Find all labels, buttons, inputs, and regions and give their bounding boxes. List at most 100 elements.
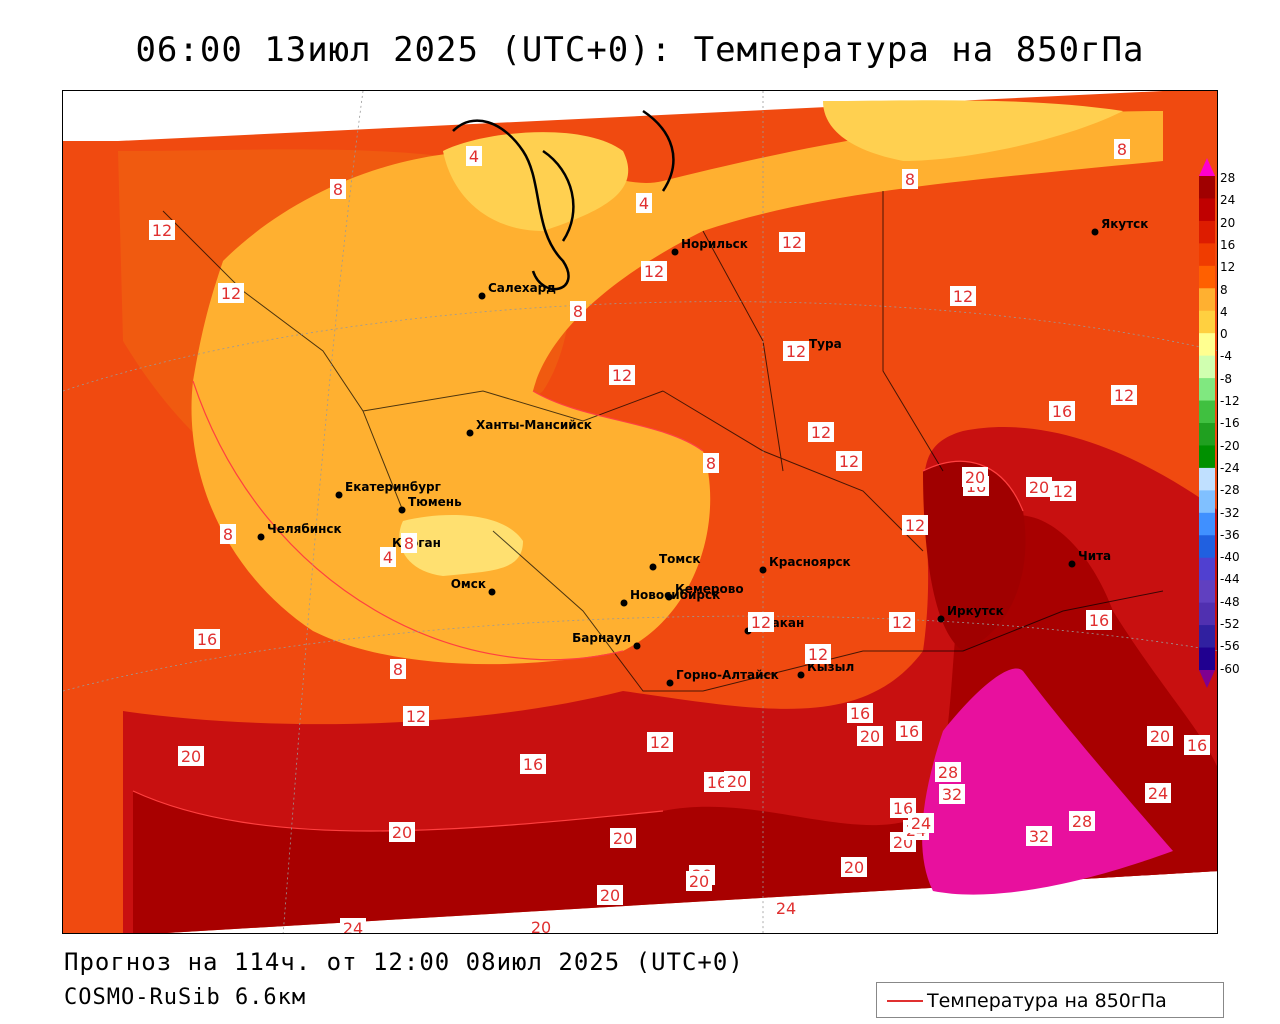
- contour-label-text: 4: [469, 147, 479, 166]
- contour-label-text: 20: [689, 872, 709, 891]
- colorbar-segment: [1199, 580, 1215, 604]
- contour-label-text: 16: [197, 630, 217, 649]
- contour-label-text: 20: [531, 918, 551, 934]
- contour-label: 20: [857, 726, 883, 746]
- temperature-map: Салехард Норильск Якутск Тура Ханты-Мансийск…: [62, 90, 1218, 934]
- contour-label-box: [773, 898, 799, 918]
- contour-label-text: 16: [850, 704, 870, 723]
- legend-line-swatch: [887, 1000, 923, 1002]
- city-label: Челябинск: [267, 522, 342, 536]
- colorbar-tick-label: 0: [1220, 327, 1228, 342]
- contour-label-box: [1049, 401, 1075, 421]
- contour-label: 20: [178, 746, 204, 766]
- city-marker: [665, 593, 673, 601]
- contour-label-box: [1114, 139, 1130, 159]
- contour-label: 12: [748, 612, 774, 632]
- contour-label-text: 20: [1150, 727, 1170, 746]
- city-label: Ханты-Мансийск: [476, 418, 592, 432]
- colorbar-tick-label: -56: [1220, 639, 1240, 654]
- contour-label-text: 8: [1117, 140, 1127, 159]
- colorbar-tick-label: -32: [1220, 505, 1240, 520]
- contour-label: 8: [703, 453, 719, 473]
- contour-label-text: 12: [953, 287, 973, 306]
- contour-label: 32: [939, 784, 965, 804]
- city-label: Омск: [451, 577, 486, 591]
- contour-label-text: 32: [942, 785, 962, 804]
- contour-label-text: 20: [613, 829, 633, 848]
- contour-label-box: [1050, 481, 1076, 501]
- colorbar-segment: [1199, 355, 1215, 379]
- city-marker: [671, 248, 679, 256]
- contour-label: 12: [1050, 481, 1076, 501]
- zone-4a: [399, 515, 523, 576]
- colorbar-tick-label: 8: [1220, 282, 1228, 297]
- contour-label-box: [466, 146, 482, 166]
- colorbar-segment: [1199, 310, 1215, 334]
- contour-label-box: [896, 721, 922, 741]
- contour-label-box: [783, 341, 809, 361]
- contour-label-text: 8: [573, 302, 583, 321]
- contour-label: 12: [808, 422, 834, 442]
- colorbar-tick-label: -36: [1220, 527, 1240, 542]
- city-label: Екатеринбург: [345, 480, 441, 494]
- contour-label-text: 20: [181, 747, 201, 766]
- graticule: [63, 91, 1217, 933]
- city-label: Кемерово: [675, 582, 744, 596]
- contour-label-text: 8: [404, 534, 414, 553]
- city-label: Чита: [1078, 549, 1111, 563]
- city-marker: [488, 588, 496, 596]
- zone-4c: [823, 100, 1123, 161]
- contour-label: 16: [520, 754, 546, 774]
- contour-label: 8: [902, 169, 918, 189]
- contour-label: 28: [1069, 811, 1095, 831]
- contour-label-box: [1086, 610, 1112, 630]
- contour-label-text: 28: [1072, 812, 1092, 831]
- contour-label: 16: [194, 629, 220, 649]
- contour-label-box: [218, 283, 244, 303]
- contour-label-text: 8: [706, 454, 716, 473]
- contour-label-text: 24: [776, 899, 796, 918]
- colorbar-segment: [1199, 535, 1215, 559]
- contour-label-box: [962, 467, 988, 487]
- contour-label-text: 12: [839, 452, 859, 471]
- contour-label: 16: [704, 772, 730, 792]
- map-title: 06:00 13июл 2025 (UTC+0): Температура на…: [135, 30, 1145, 70]
- contour-label-box: [808, 422, 834, 442]
- contour-label-text: 20: [600, 886, 620, 905]
- colorbar-tick-label: 20: [1220, 215, 1236, 230]
- colorbar-segment: [1199, 198, 1215, 222]
- contour-label-text: 20: [727, 772, 747, 791]
- contour-label: 8: [390, 659, 406, 679]
- city-marker: [937, 615, 945, 623]
- contour-label: 28: [935, 762, 961, 782]
- colorbar-tick-label: 12: [1220, 260, 1236, 275]
- contour-label-box: [908, 813, 934, 833]
- contour-label-box: [902, 515, 928, 535]
- contour-label-box: [194, 629, 220, 649]
- colorbar-segment: [1199, 288, 1215, 312]
- contour-label: 16: [1184, 735, 1210, 755]
- contour-label-box: [1069, 811, 1095, 831]
- contour-label: 12: [218, 283, 244, 303]
- contour-label: 20: [724, 771, 750, 791]
- colorbar-bottom-arrow: [1199, 670, 1215, 688]
- contour-label-box: [380, 547, 396, 567]
- contour-label: 16: [1049, 401, 1075, 421]
- colorbar-segment: [1199, 220, 1215, 244]
- contour-label-box: [935, 762, 961, 782]
- contour-label: 12: [889, 612, 915, 632]
- contour-label-box: [1111, 385, 1137, 405]
- colorbar-tick-label: -12: [1220, 394, 1240, 408]
- contour-label-text: 12: [892, 613, 912, 632]
- contour-label-box: [857, 726, 883, 746]
- contour-label-text: 12: [751, 613, 771, 632]
- city-marker: [620, 599, 628, 607]
- contour-label: 12: [805, 644, 831, 664]
- colorbar-segment: [1199, 490, 1215, 514]
- contour-label: 24: [340, 918, 366, 933]
- contour-label-box: [641, 261, 667, 281]
- city-marker: [666, 679, 674, 687]
- contour-label-box: [390, 659, 406, 679]
- colorbar-segment: [1199, 512, 1215, 536]
- contour-label-box: [1026, 826, 1052, 846]
